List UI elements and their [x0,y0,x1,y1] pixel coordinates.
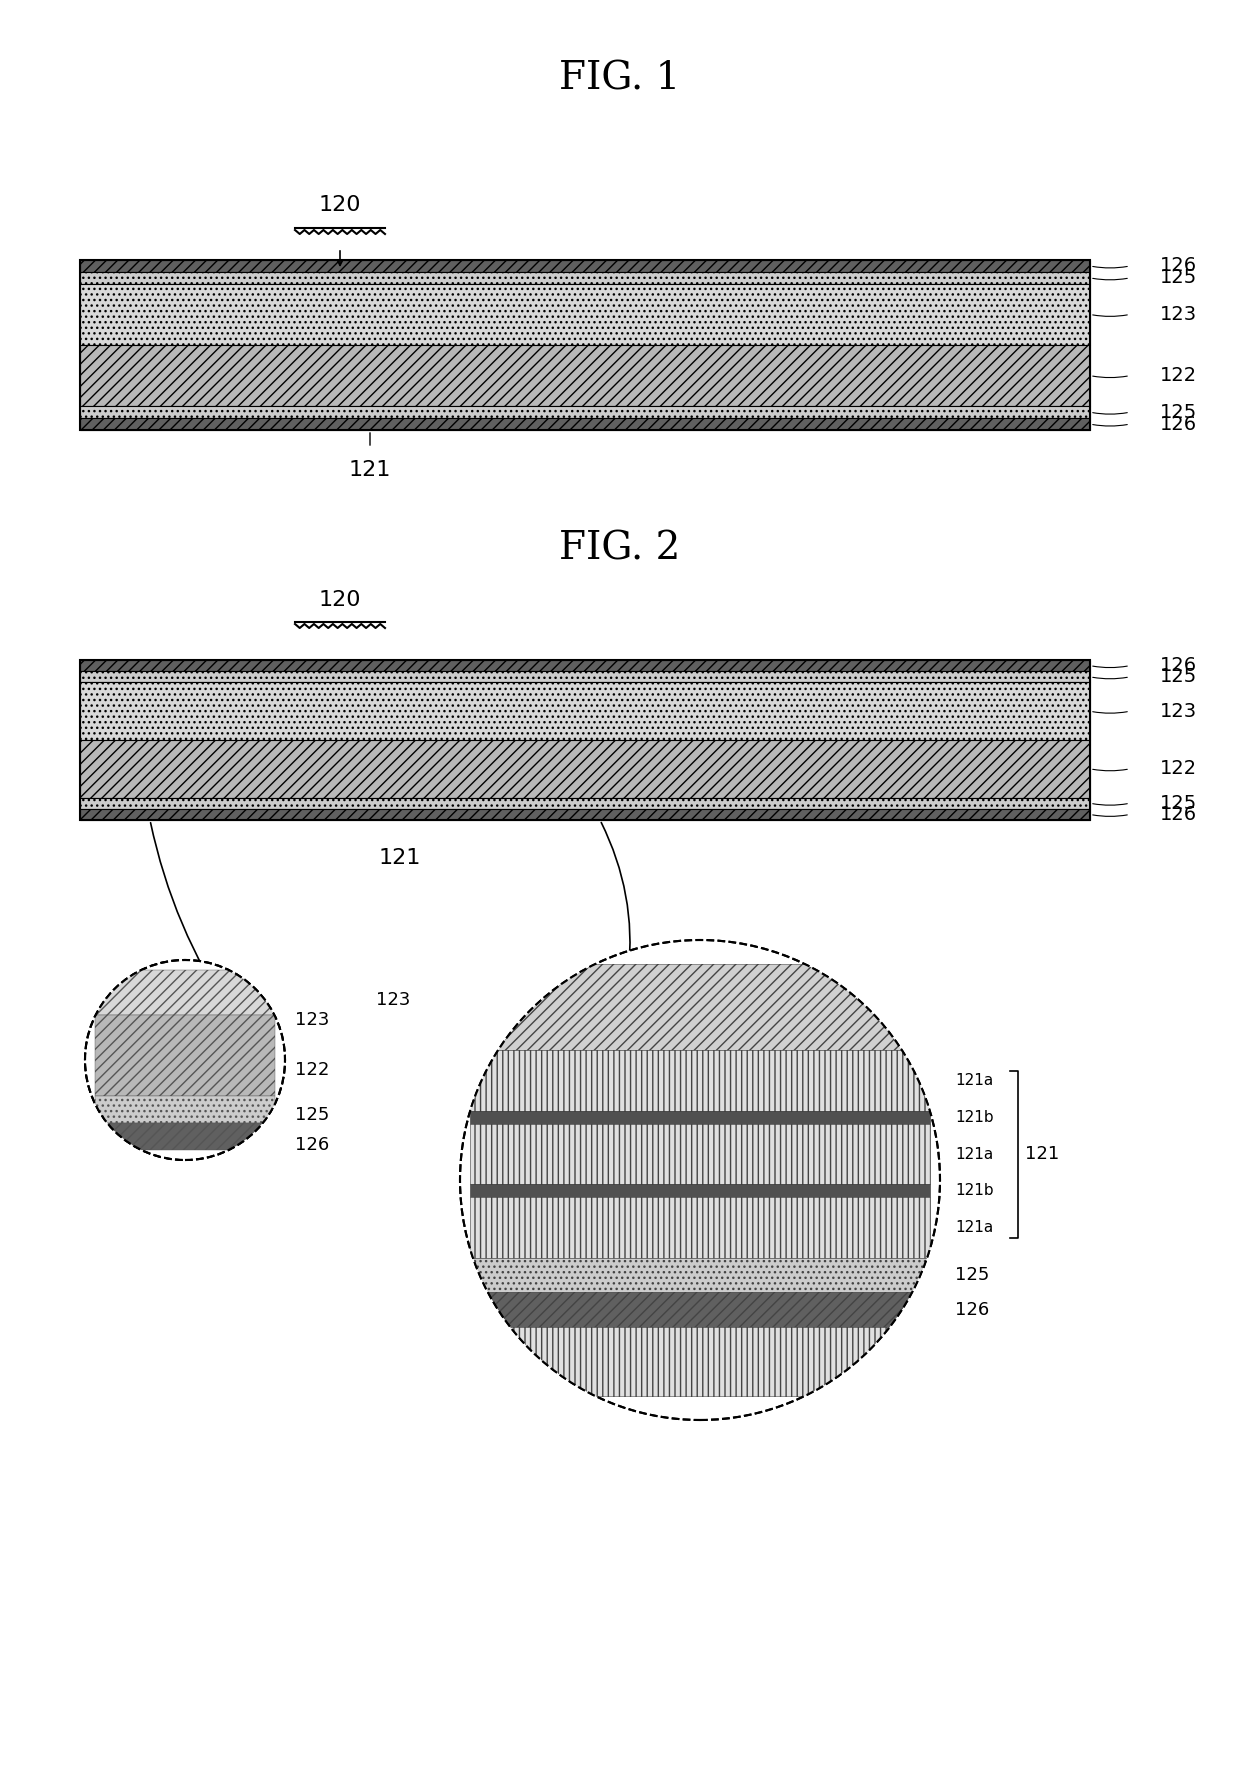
Text: 123: 123 [376,992,410,1009]
Text: 120: 120 [319,195,361,215]
Text: 120: 120 [319,590,361,610]
Bar [470,1050,930,1111]
Text: 125: 125 [1159,403,1198,421]
Bar [81,809,1090,819]
Text: 121: 121 [348,460,391,480]
Bar [470,963,930,1050]
Bar [470,1111,930,1123]
Text: 126: 126 [1159,656,1197,675]
Bar [81,798,1090,809]
Bar [81,259,1090,272]
Text: 122: 122 [1159,759,1197,778]
Text: 121b: 121b [955,1111,993,1125]
Bar [81,259,1090,430]
Text: 126: 126 [1159,805,1197,825]
Text: 123: 123 [295,1011,330,1029]
Bar [470,1258,930,1292]
Circle shape [460,940,940,1420]
Text: 125: 125 [1159,668,1198,686]
Bar [81,345,1090,407]
Bar [81,284,1090,345]
Text: 121a: 121a [955,1146,993,1162]
Text: 125: 125 [955,1265,990,1285]
Bar [95,1015,275,1096]
Bar [470,1198,930,1258]
Bar [470,1183,930,1198]
Bar [81,659,1090,819]
Text: 125: 125 [1159,794,1198,812]
Text: 121a: 121a [955,1073,993,1088]
Text: 125: 125 [295,1105,330,1125]
Bar [470,1327,930,1397]
Bar [81,418,1090,430]
Text: 123: 123 [1159,702,1197,721]
Bar [81,272,1090,284]
Text: 121a: 121a [955,1221,993,1235]
Text: 122: 122 [1159,366,1197,386]
Text: 126: 126 [295,1136,330,1153]
Bar [81,672,1090,682]
Bar [81,659,1090,672]
Circle shape [86,960,285,1160]
Bar [81,682,1090,739]
Text: 126: 126 [1159,414,1197,434]
Bar [95,1123,275,1150]
Text: 121: 121 [1025,1144,1059,1164]
Text: 125: 125 [1159,268,1198,288]
Text: 123: 123 [1159,306,1197,323]
Text: 126: 126 [955,1301,990,1319]
Bar [470,1123,930,1183]
Bar [81,407,1090,418]
Bar [470,1292,930,1327]
Bar [95,970,275,1015]
Text: 121: 121 [378,848,422,867]
Text: FIG. 2: FIG. 2 [559,530,681,567]
Text: 122: 122 [295,1061,330,1079]
Text: FIG. 1: FIG. 1 [559,60,681,98]
Bar [81,739,1090,798]
Text: 121b: 121b [955,1183,993,1198]
Text: 126: 126 [1159,256,1197,275]
Bar [95,1096,275,1123]
